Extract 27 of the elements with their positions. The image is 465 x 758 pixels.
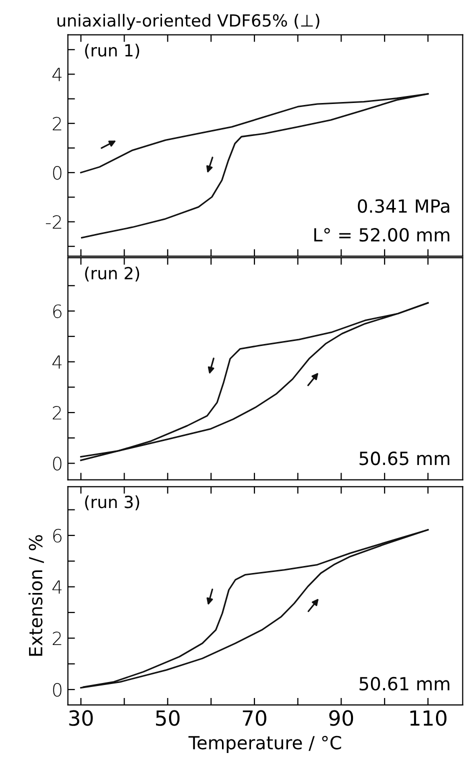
x-tick-label: 30 <box>69 710 93 726</box>
x-tick-label: 70 <box>242 710 266 726</box>
y-tick-label: 0 <box>53 166 62 180</box>
y-tick-label: 4 <box>52 355 62 369</box>
y-tick-label: 6 <box>53 304 62 318</box>
y-tick-label: 6 <box>53 528 62 543</box>
annotation: 0.341 MPa <box>358 199 450 213</box>
y-tick-label: 2 <box>52 406 62 420</box>
y-tick-label: 2 <box>52 116 62 130</box>
annotation: 50.65 mm <box>360 452 450 466</box>
annotation: (run 1) <box>85 44 140 59</box>
y-tick-label: 0 <box>53 682 62 697</box>
x-axis-title: Temperature / °C <box>188 736 342 753</box>
y-tick-label: -2 <box>46 215 62 229</box>
annotation: (run 3) <box>85 495 140 510</box>
annotation: (run 2) <box>85 266 140 282</box>
y-tick-label: 2 <box>52 632 62 646</box>
x-tick-label: 90 <box>329 710 354 726</box>
chart-title: uniaxially-oriented VDF65% (⊥) <box>57 14 320 30</box>
y-tick-label: 4 <box>52 580 62 594</box>
x-tick-label: 110 <box>410 710 446 726</box>
x-tick-label: 50 <box>156 710 180 726</box>
y-axis-title: Extension / % <box>28 535 44 656</box>
y-tick-label: 0 <box>53 456 62 470</box>
annotation: L° = 52.00 mm <box>314 228 450 242</box>
annotation: 50.61 mm <box>360 676 450 691</box>
y-tick-label: 4 <box>52 68 62 82</box>
